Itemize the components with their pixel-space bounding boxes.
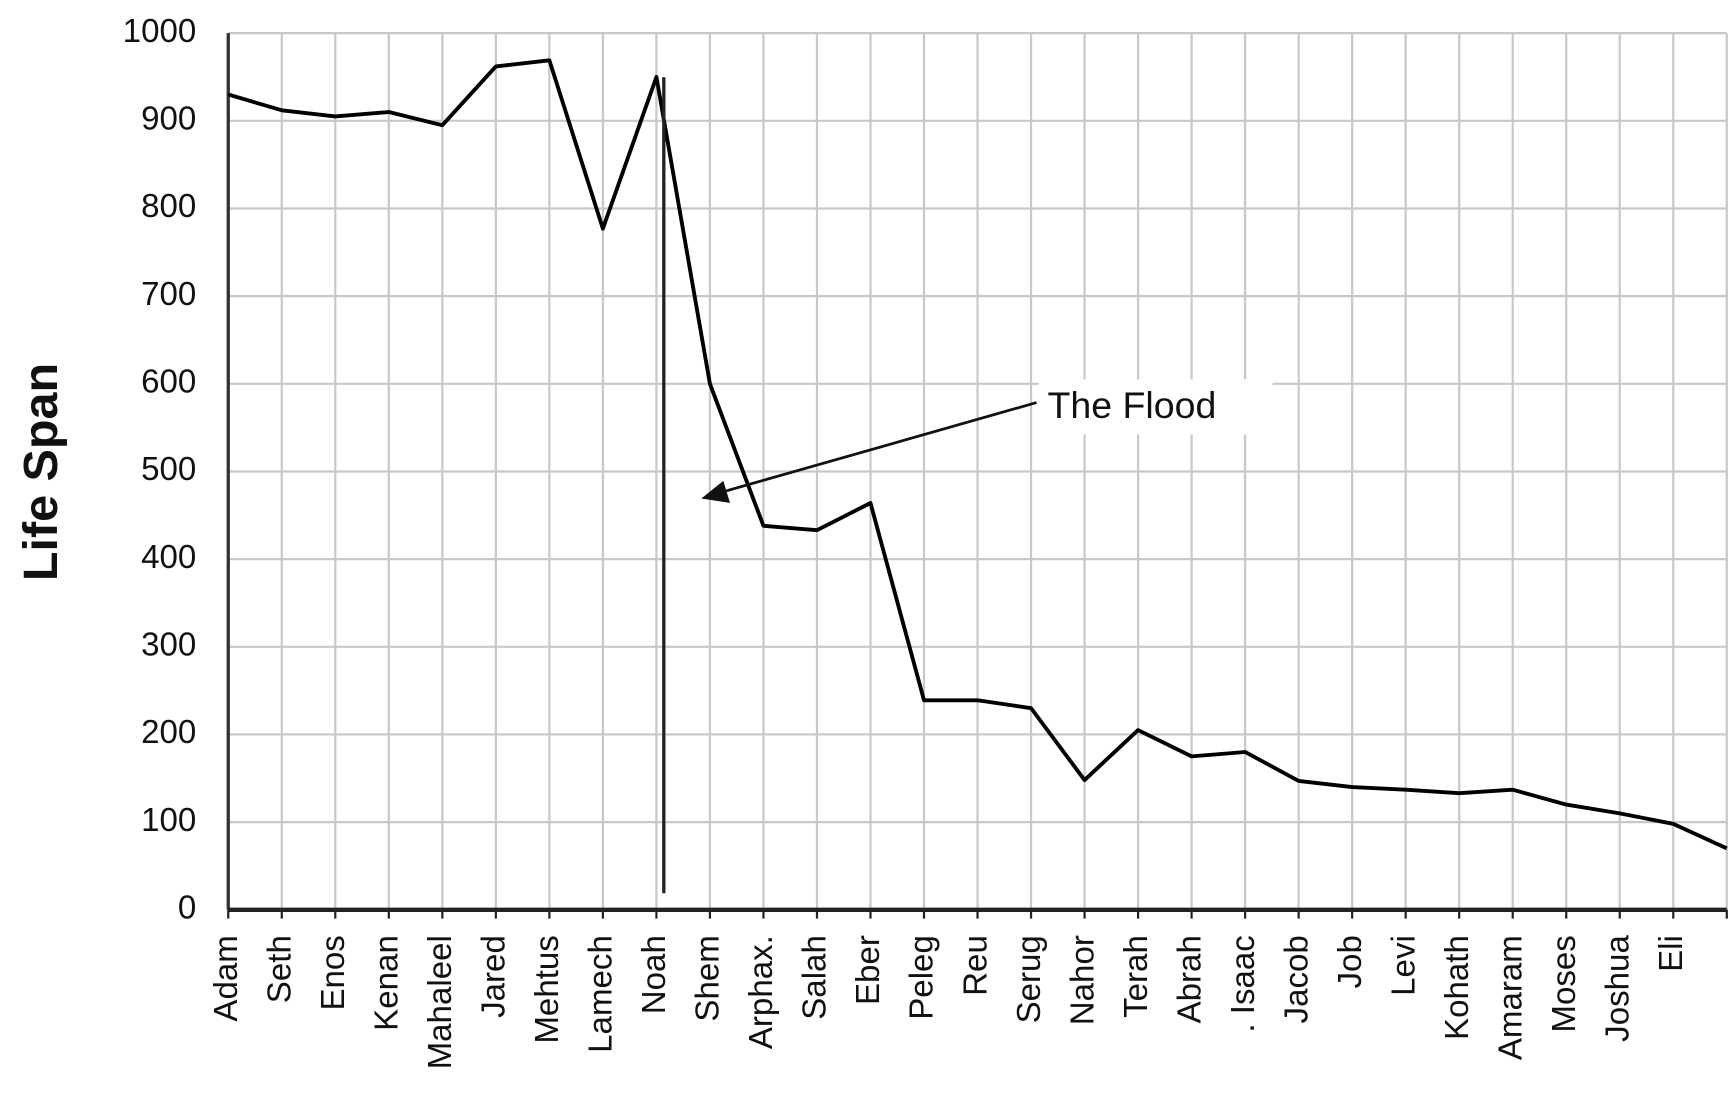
x-tick-label: Job bbox=[1332, 935, 1369, 988]
x-tick-label: Terah bbox=[1118, 935, 1155, 1018]
x-tick-label: Arphax. bbox=[743, 935, 780, 1049]
y-tick-label: 0 bbox=[178, 890, 196, 927]
x-tick-label: Jared bbox=[476, 935, 513, 1018]
x-tick-label: Moses bbox=[1546, 935, 1583, 1032]
y-tick-label: 1000 bbox=[123, 13, 197, 50]
y-tick-label: 800 bbox=[141, 188, 196, 225]
x-tick-label: Eber bbox=[850, 935, 887, 1005]
y-tick-label: 100 bbox=[141, 802, 196, 839]
x-tick-label: Joshua bbox=[1599, 935, 1636, 1042]
y-tick-label: 300 bbox=[141, 627, 196, 664]
x-tick-label: . Isaac bbox=[1225, 935, 1262, 1032]
y-tick-label: 200 bbox=[141, 714, 196, 751]
annotation: The Flood bbox=[1048, 384, 1217, 426]
x-tick-label: Mehtus bbox=[529, 935, 566, 1043]
y-axis-label: Life Span bbox=[14, 363, 68, 581]
x-tick-label: Jacob bbox=[1278, 935, 1315, 1023]
annotation-arrow bbox=[718, 401, 1037, 495]
x-tick-label: Seth bbox=[262, 935, 299, 1003]
data-line bbox=[227, 58, 1728, 851]
x-tick-label: Lamech bbox=[583, 935, 620, 1053]
x-tick-label: Adam bbox=[208, 935, 245, 1021]
x-tick-label: Kenan bbox=[369, 935, 406, 1031]
x-tick-label: Peleg bbox=[904, 935, 941, 1020]
x-tick-label: Noah bbox=[636, 935, 673, 1014]
annotation-box bbox=[1038, 379, 1273, 435]
y-tick-label: 400 bbox=[141, 539, 196, 576]
x-tick-label: Enos bbox=[315, 935, 352, 1010]
y-tick-label: 700 bbox=[141, 276, 196, 313]
x-tick-label: Salah bbox=[797, 935, 834, 1020]
plot-area: 0 100 200 300 400 500 600 700 800 900 1000 Adam Seth… bbox=[123, 13, 1728, 1069]
y-tick-label: 500 bbox=[141, 451, 196, 488]
x-tick-label: Amaram bbox=[1492, 935, 1529, 1060]
y-tick-label: 600 bbox=[141, 364, 196, 401]
x-tick-label: Mahaleel bbox=[422, 935, 459, 1069]
x-tick-label: Reu bbox=[957, 935, 994, 996]
arrow-head bbox=[701, 480, 730, 503]
x-tick-label: Abrah bbox=[1171, 935, 1208, 1023]
x-tick-label: Levi bbox=[1385, 935, 1422, 996]
x-tick-label: Nahor bbox=[1064, 935, 1101, 1025]
x-tick-label: Eli bbox=[1653, 935, 1690, 972]
x-tick-label: Kohath bbox=[1439, 935, 1476, 1040]
y-tick-label: 900 bbox=[141, 101, 196, 138]
x-tick-label: Serug bbox=[1011, 935, 1048, 1023]
x-tick-label: Shem bbox=[690, 935, 727, 1021]
